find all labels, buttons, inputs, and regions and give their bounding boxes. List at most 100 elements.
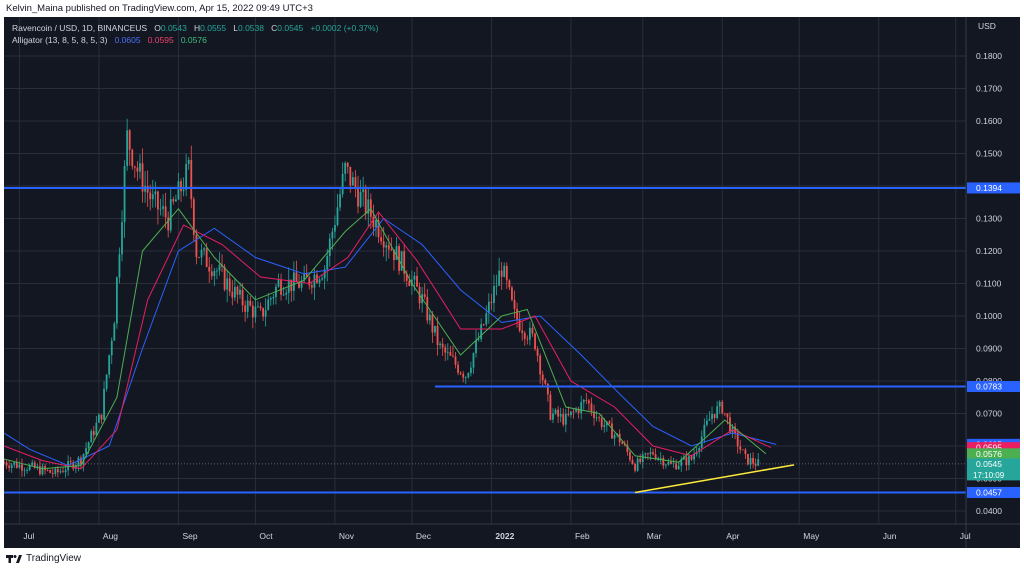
candle [626,440,629,456]
candle [631,455,634,465]
candle-body [23,470,26,472]
candle [64,465,67,478]
candle-body [341,173,344,195]
candle-body [59,471,62,473]
candle [436,316,439,356]
candle [603,417,606,433]
indicator-legend[interactable]: Alligator (13, 8, 5, 8, 5, 3) 0.0605 0.0… [12,35,207,46]
candle [177,172,180,201]
candle [559,407,562,423]
candle [539,353,542,384]
candle-body [249,300,252,306]
candle [693,448,695,464]
candle [675,459,678,471]
candle-body [64,470,67,473]
candle-body [549,394,552,420]
high-label: H [193,23,201,33]
x-tick-label: 2022 [495,531,514,541]
candle [590,397,593,416]
candle-body [192,199,195,235]
candle-body [680,459,683,466]
candle [688,453,690,471]
candle [218,252,221,276]
candle [151,179,154,208]
candle [115,276,118,329]
candle-body [482,324,485,326]
candle [213,267,216,286]
candle [95,415,98,437]
candle-body [254,306,257,318]
candle-body [33,462,36,468]
candle-body [436,325,439,346]
candle [472,352,475,374]
candle-body [621,442,624,444]
candle [362,176,365,207]
candle-body [711,414,713,420]
candle-body [223,266,226,290]
candle-body [62,471,64,473]
candle [208,257,211,284]
candle-body [54,468,57,474]
candle [339,187,341,212]
lips-price-tag-text: 0.0576 [976,449,1002,459]
candle [110,337,113,364]
candle [462,371,465,383]
candle-body [295,272,298,282]
candle-body [682,457,685,460]
hline-price-tag: 0.0457 [967,486,1020,498]
yellow-trendline [634,464,795,494]
candle [131,148,134,170]
candle [485,305,488,327]
x-tick-label: Jul [960,531,971,541]
candle-body [557,409,560,417]
candle [264,298,267,327]
candle-body [5,462,8,466]
candle [133,165,136,178]
candle [28,463,31,472]
candle [195,229,198,265]
candle-body [308,277,311,286]
candle [575,406,577,413]
candle [221,254,223,273]
candle-body [749,457,752,465]
candle [741,449,744,451]
candle-body [277,279,280,287]
candle-body [600,418,603,427]
candle-body [372,216,375,228]
candle-body [331,231,334,239]
candle-body [718,401,721,407]
candle-body [259,306,262,309]
candle-body [434,325,436,333]
candle-body [203,248,205,250]
chart-panel[interactable]: 0.04000.05000.06000.07000.08000.09000.10… [4,17,1020,548]
candle [62,466,64,473]
candle [613,432,616,446]
candle [672,457,675,468]
candle-body [113,323,116,341]
candle-body [169,199,172,231]
candle [246,294,249,319]
candle-body [454,356,457,365]
candle-body [321,278,324,280]
candle [729,412,731,435]
x-tick-label: Aug [103,531,118,541]
candle [272,293,275,305]
candle-body [159,208,162,210]
candle-body [459,372,462,374]
candle-body [385,245,388,248]
candle [385,241,388,262]
candle [662,455,665,470]
x-tick-label: Jul [23,531,34,541]
candle-body [706,420,708,425]
open-value: 0.0543 [160,23,187,33]
candle-body [641,454,644,463]
candle-body [626,444,629,452]
candle-body [431,314,434,333]
price-chart[interactable]: 0.04000.05000.06000.07000.08000.09000.10… [4,17,1020,548]
candle [562,408,565,427]
candle-body [51,472,54,474]
candle [200,243,203,266]
candle [552,408,554,424]
candle [351,171,354,186]
candle [4,458,5,464]
